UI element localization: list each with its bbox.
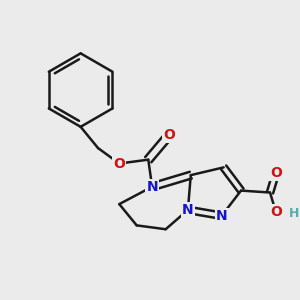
Text: N: N (216, 209, 227, 223)
Text: N: N (146, 180, 158, 194)
Text: O: O (164, 128, 175, 142)
Text: H: H (288, 207, 299, 220)
Text: O: O (270, 205, 282, 219)
Text: N: N (182, 203, 194, 217)
Text: O: O (113, 157, 125, 170)
Text: O: O (270, 166, 282, 180)
